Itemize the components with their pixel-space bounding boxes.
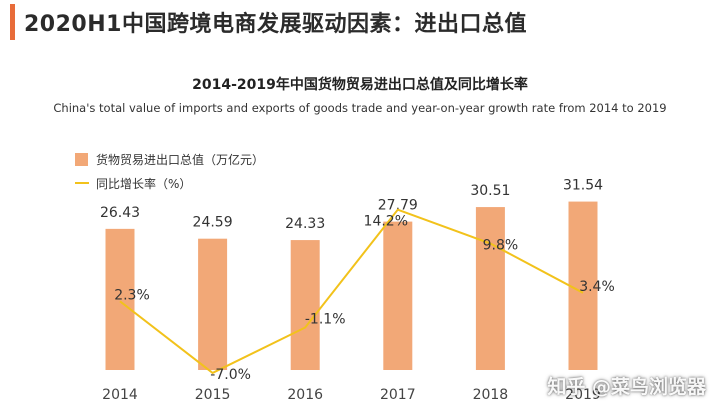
x-tick-label-2017: 2017 [380, 387, 416, 403]
bar-value-label-2015: 24.59 [193, 215, 233, 231]
bar-2019 [568, 201, 598, 370]
bar-value-label-2014: 26.43 [100, 205, 140, 221]
x-tick-label-2014: 2014 [102, 387, 138, 403]
x-tick-label-2016: 2016 [287, 387, 323, 403]
bar-2015 [198, 238, 228, 370]
bar-2016 [290, 240, 320, 370]
chart-subtitle: China's total value of imports and expor… [53, 101, 667, 115]
growth-rate-label-2016: -1.1% [305, 311, 346, 327]
bar-2018 [475, 207, 505, 370]
growth-rate-label-2018: 9.8% [483, 238, 519, 254]
legend-bar-swatch [75, 153, 88, 166]
bar-value-label-2016: 24.33 [285, 216, 325, 232]
x-tick-label-2015: 2015 [195, 387, 231, 403]
bar-value-label-2019: 31.54 [563, 178, 603, 194]
title-accent-bar [10, 4, 15, 40]
bar-2017 [383, 221, 413, 370]
x-tick-label-2018: 2018 [473, 387, 509, 403]
legend-bar-label: 货物贸易进出口总值（万亿元） [96, 152, 264, 167]
chart-title: 2014-2019年中国货物贸易进出口总值及同比增长率 [192, 77, 528, 93]
growth-rate-label-2014: 2.3% [114, 287, 150, 303]
bar-value-label-2018: 30.51 [470, 183, 510, 199]
watermark: 知乎 @菜鸟浏览器 [547, 376, 706, 398]
bar-2014 [105, 228, 135, 370]
legend-line-label: 同比增长率（%） [96, 176, 191, 191]
chart-legend: 货物贸易进出口总值（万亿元） 同比增长率（%） [75, 152, 264, 191]
growth-rate-label-2017: 14.2% [364, 214, 408, 230]
growth-rate-line [119, 208, 584, 375]
bar-value-label-2017: 27.79 [378, 198, 418, 214]
growth-rate-label-2015: -7.0% [210, 367, 251, 383]
x-tick-label-2019: 2019 [565, 387, 601, 403]
page-title: 2020H1中国跨境电商发展驱动因素：进出口总值 [24, 12, 527, 37]
growth-rate-label-2019: 3.4% [579, 279, 615, 295]
